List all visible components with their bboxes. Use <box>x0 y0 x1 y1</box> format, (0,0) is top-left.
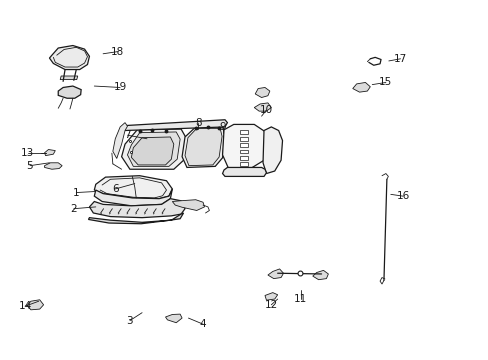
Polygon shape <box>352 82 369 92</box>
Polygon shape <box>94 189 172 206</box>
Bar <box>239 149 248 153</box>
Polygon shape <box>312 270 328 280</box>
Text: 6: 6 <box>112 184 119 194</box>
Polygon shape <box>254 169 263 176</box>
Text: 15: 15 <box>379 77 392 87</box>
Polygon shape <box>182 127 224 167</box>
Text: 17: 17 <box>393 54 407 64</box>
Text: 14: 14 <box>19 301 32 311</box>
Text: 5: 5 <box>26 161 33 171</box>
Text: 12: 12 <box>264 300 277 310</box>
Text: 11: 11 <box>293 294 306 304</box>
Polygon shape <box>172 200 204 211</box>
Bar <box>239 162 248 166</box>
Text: 2: 2 <box>70 204 77 214</box>
Text: 16: 16 <box>396 191 409 201</box>
Polygon shape <box>44 163 62 169</box>
Polygon shape <box>94 176 172 199</box>
Polygon shape <box>131 137 173 165</box>
Polygon shape <box>49 45 89 69</box>
Text: 4: 4 <box>199 319 206 329</box>
Text: 10: 10 <box>259 105 272 115</box>
Text: 9: 9 <box>219 122 225 132</box>
Polygon shape <box>127 132 180 166</box>
Bar <box>239 143 248 147</box>
Polygon shape <box>254 103 271 111</box>
Polygon shape <box>264 293 277 300</box>
Bar <box>239 130 248 134</box>
Bar <box>239 136 248 140</box>
Polygon shape <box>60 76 78 80</box>
Polygon shape <box>263 127 282 174</box>
Text: 3: 3 <box>126 316 133 325</box>
Text: 7: 7 <box>124 130 130 140</box>
Polygon shape <box>222 167 266 176</box>
Polygon shape <box>122 120 227 131</box>
Text: 8: 8 <box>194 118 201 128</box>
Polygon shape <box>58 86 81 98</box>
Polygon shape <box>89 199 184 218</box>
Polygon shape <box>255 87 269 98</box>
Polygon shape <box>44 149 55 156</box>
Polygon shape <box>122 129 185 169</box>
Text: 18: 18 <box>111 46 124 57</box>
Polygon shape <box>222 125 267 169</box>
Text: 13: 13 <box>21 148 34 158</box>
Text: 1: 1 <box>73 188 80 198</box>
Polygon shape <box>225 168 234 176</box>
Polygon shape <box>165 314 182 323</box>
Text: 19: 19 <box>113 82 126 93</box>
Polygon shape <box>88 213 183 224</box>
Polygon shape <box>113 123 127 158</box>
Polygon shape <box>27 300 43 310</box>
Bar <box>239 156 248 160</box>
Polygon shape <box>184 129 222 166</box>
Polygon shape <box>267 269 283 279</box>
